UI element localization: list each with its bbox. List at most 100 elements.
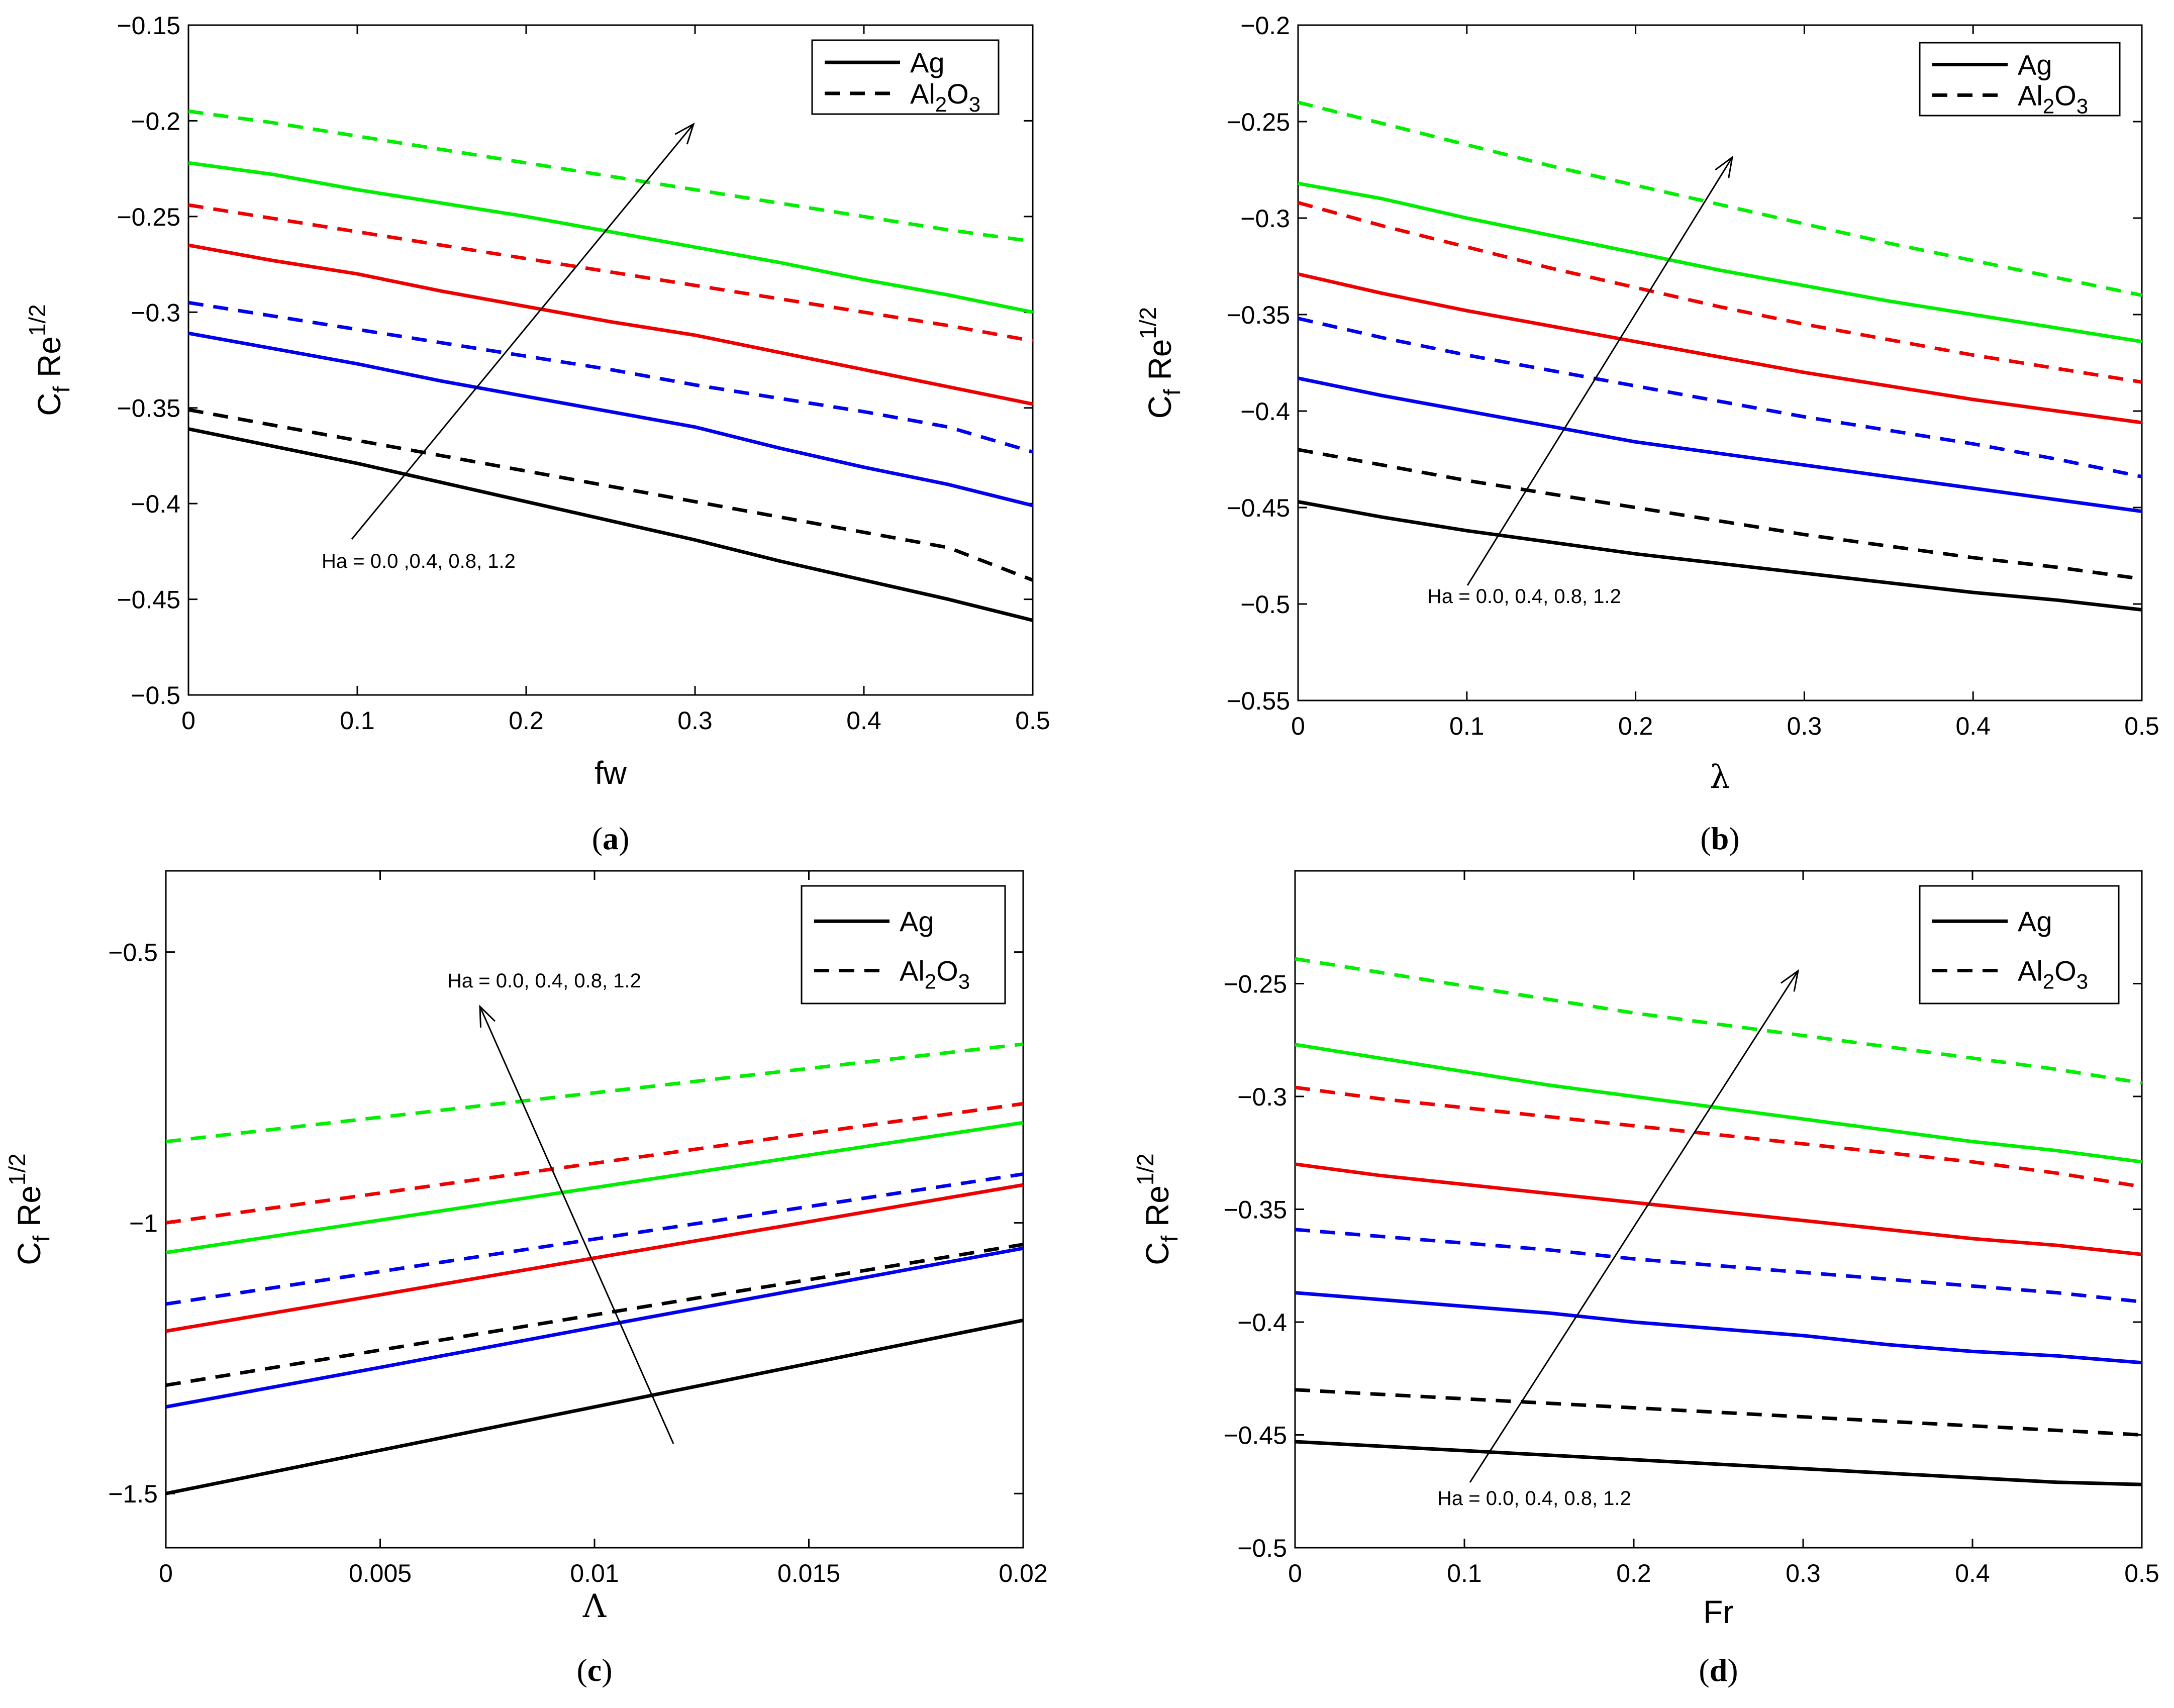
x-tick-label: 0.2 (1616, 1559, 1651, 1587)
y-tick-label: −0.4 (131, 490, 180, 518)
y-tick-label: −0.35 (1226, 301, 1290, 329)
ha-trend-arrow-shaft (479, 1006, 674, 1444)
y-tick-label: −0.25 (1223, 970, 1287, 998)
series-line-al2o3-green (188, 109, 1033, 243)
legend-label-ag: Ag (910, 47, 945, 78)
series-line-ag-red (188, 243, 1033, 406)
y-tick-label: −1.5 (108, 1480, 158, 1508)
y-tick-label: −0.5 (1240, 590, 1290, 619)
series-line-ag-green (1295, 1043, 2142, 1164)
y-tick-label: −0.2 (131, 107, 180, 135)
series-line-al2o3-green (165, 1042, 1024, 1144)
x-tick-label: 0.4 (846, 707, 881, 735)
legend-label-al2o3: Al2O3 (2018, 955, 2088, 993)
y-tick-label: −0.45 (1223, 1422, 1287, 1450)
series-line-ag-black (1295, 1440, 2142, 1486)
panel-caption: (a) (592, 821, 630, 856)
x-tick-label: 0 (1288, 1559, 1302, 1587)
y-tick-label: −0.4 (1240, 397, 1290, 426)
x-tick-label: 0.01 (570, 1559, 619, 1587)
series-line-al2o3-green (1298, 101, 2142, 297)
chart-panel-d: 0 0.1 0.2 0.3 0.4 0.5 −0.25 −0.3 −0.35 −0.4 −0.45 −… (1132, 870, 2159, 1688)
ha-annotation: Ha = 0.0, 0.4, 0.8, 1.2 (447, 970, 641, 992)
panel-caption: (c) (576, 1652, 612, 1688)
series-line-ag-red (1295, 1162, 2142, 1256)
y-tick-label: −0.35 (1223, 1196, 1287, 1224)
legend-box (811, 39, 1000, 115)
series-line-al2o3-black (188, 408, 1034, 582)
series-line-al2o3-blue (1295, 1228, 2142, 1304)
x-tick-label: 0.1 (1449, 712, 1485, 740)
y-tick-label: −0.3 (1240, 205, 1290, 233)
x-tick-label: 0.3 (1786, 1559, 1821, 1587)
series-line-ag-blue (165, 1246, 1024, 1409)
x-tick-label: 0 (159, 1559, 173, 1587)
legend-box (1919, 885, 2120, 1004)
series-line-ag-blue (1298, 376, 2142, 514)
legend-label-al2o3: Al2O3 (2018, 79, 2088, 118)
series-line-ag-black (188, 427, 1033, 622)
legend-label-ag: Ag (2018, 49, 2052, 81)
x-tick-label: 0.4 (1955, 1559, 1990, 1587)
ha-annotation: Ha = 0.0 ,0.4, 0.8, 1.2 (322, 550, 516, 572)
ha-annotation: Ha = 0.0, 0.4, 0.8, 1.2 (1437, 1487, 1631, 1510)
series-line-ag-blue (1295, 1291, 2142, 1365)
y-tick-label: −0.3 (131, 298, 180, 327)
x-tick-label: 0.5 (1015, 707, 1050, 735)
y-tick-label: −1 (129, 1209, 158, 1237)
y-tick-label: −0.5 (131, 681, 180, 710)
y-tick-label: −0.35 (117, 394, 180, 423)
x-tick-label: 0.3 (1787, 712, 1822, 740)
legend-box (801, 885, 1006, 1004)
series-line-al2o3-black (165, 1243, 1024, 1387)
x-axis-label: λ (1710, 759, 1730, 796)
chart-panel-b: 0 0.1 0.2 0.3 0.4 0.5 −0.2 −0.25 −0.3 −0.35 −0.4 −0… (1135, 12, 2159, 856)
x-tick-label: 0.5 (2124, 1559, 2159, 1587)
x-tick-label: 0.3 (677, 707, 713, 735)
x-tick-label: 0 (181, 707, 195, 735)
ha-trend-arrow-head (479, 1004, 496, 1028)
x-tick-label: 0.4 (1955, 712, 1991, 740)
y-tick-label: −0.45 (1226, 494, 1290, 522)
x-tick-label: 0.005 (349, 1559, 412, 1587)
series-line-al2o3-red (165, 1101, 1024, 1225)
series-line-al2o3-green (1295, 957, 2142, 1085)
x-axis-label: fw (595, 755, 627, 791)
x-tick-label: 0.015 (777, 1559, 840, 1587)
x-tick-label: 0.5 (2124, 712, 2159, 740)
series-line-al2o3-red (188, 203, 1033, 343)
x-tick-label: 0 (1291, 712, 1305, 740)
y-tick-label: −0.5 (108, 939, 158, 967)
series-line-ag-green (165, 1121, 1024, 1255)
legend-label-ag: Ag (900, 906, 934, 937)
y-tick-label: −0.5 (1237, 1534, 1287, 1562)
y-tick-label: −0.25 (117, 203, 180, 231)
series-line-ag-black (165, 1318, 1024, 1495)
series-line-al2o3-red (1298, 200, 2142, 384)
ha-trend-arrow-head (674, 122, 695, 145)
legend-label-al2o3: Al2O3 (900, 955, 970, 993)
plot-frame (187, 24, 1034, 696)
ha-trend-arrow-head (1715, 155, 1734, 178)
series-line-al2o3-black (1298, 448, 2142, 581)
series-line-al2o3-red (1295, 1085, 2142, 1189)
x-axis-label: Λ (582, 1588, 607, 1625)
ha-trend-arrow-shaft (1466, 157, 1733, 586)
series-line-al2o3-blue (188, 300, 1033, 454)
series-line-ag-black (1298, 500, 2142, 612)
x-tick-label: 0.02 (999, 1559, 1047, 1587)
y-axis-label: Cf Re1/2 (24, 304, 74, 416)
series-line-al2o3-blue (165, 1172, 1024, 1306)
y-axis-label: Cf Re1/2 (1135, 307, 1185, 419)
x-axis-label: Fr (1703, 1594, 1733, 1630)
x-tick-label: 0.2 (509, 707, 544, 735)
y-tick-label: −0.4 (1237, 1309, 1287, 1337)
y-tick-label: −0.15 (117, 12, 180, 40)
series-line-ag-red (1298, 272, 2142, 425)
legend-label-ag: Ag (2018, 906, 2052, 937)
ha-trend-arrow-head (1780, 969, 1800, 992)
chart-panel-a: 0 0.1 0.2 0.3 0.4 0.5 −0.15 −0.2 −0.25 −0.3 −0.35 −… (24, 12, 1050, 856)
panel-caption: (b) (1700, 821, 1739, 856)
series-line-al2o3-black (1295, 1388, 2142, 1437)
